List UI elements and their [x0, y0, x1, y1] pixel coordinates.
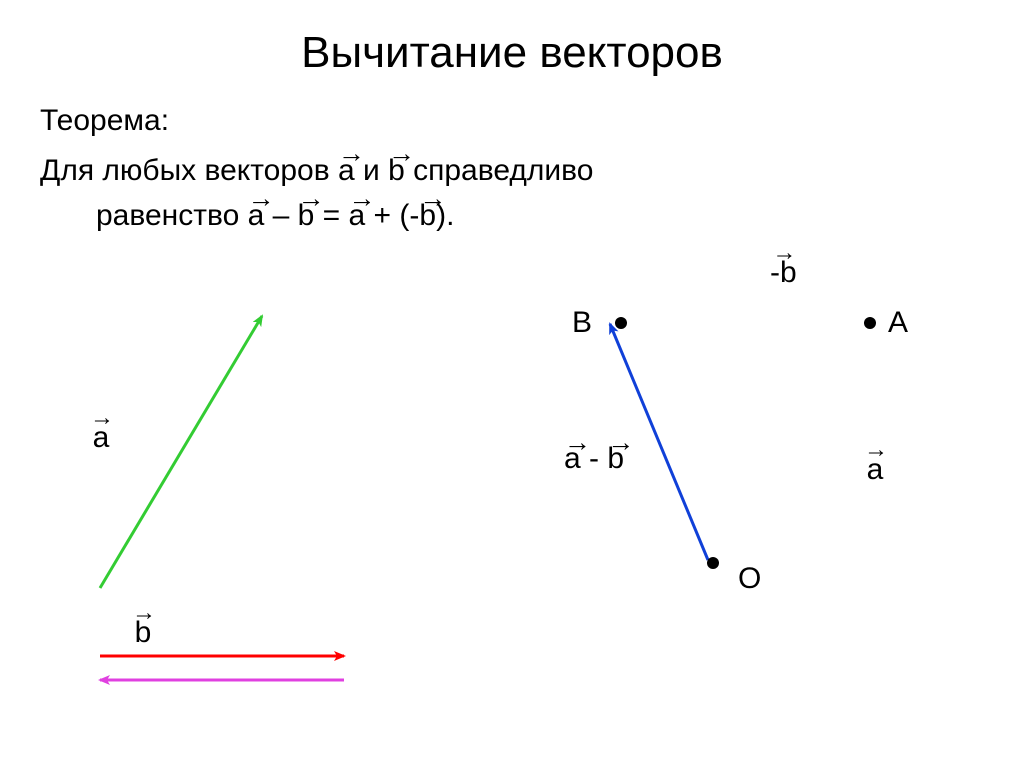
label-vec-b-left: → b [132, 605, 154, 643]
vec-a-amb: →a [564, 442, 581, 476]
point-b-dot [615, 317, 627, 329]
minus-sign: - [589, 442, 607, 475]
label-point-b: B [572, 306, 592, 340]
label-minus-b: → -b [770, 245, 797, 283]
arrow-over-icon: → [564, 427, 581, 458]
label-vec-a-right: → a [864, 442, 886, 480]
letter-minus-b: -b [770, 262, 797, 283]
point-a-dot [864, 317, 876, 329]
arrow-over-icon: → [607, 427, 624, 458]
vector-diagram [0, 0, 1024, 767]
letter-b: b [135, 622, 152, 643]
letter-a: a [93, 427, 110, 448]
label-a-minus-b: →a - →b [564, 442, 624, 476]
label-vec-a-left: → a [90, 410, 112, 448]
vec-b-amb: →b [607, 442, 624, 476]
vector-a-green [100, 316, 262, 588]
label-point-a: A [888, 306, 908, 340]
letter-a: a [867, 459, 884, 480]
label-point-o: O [738, 562, 761, 596]
point-o-dot [707, 557, 719, 569]
